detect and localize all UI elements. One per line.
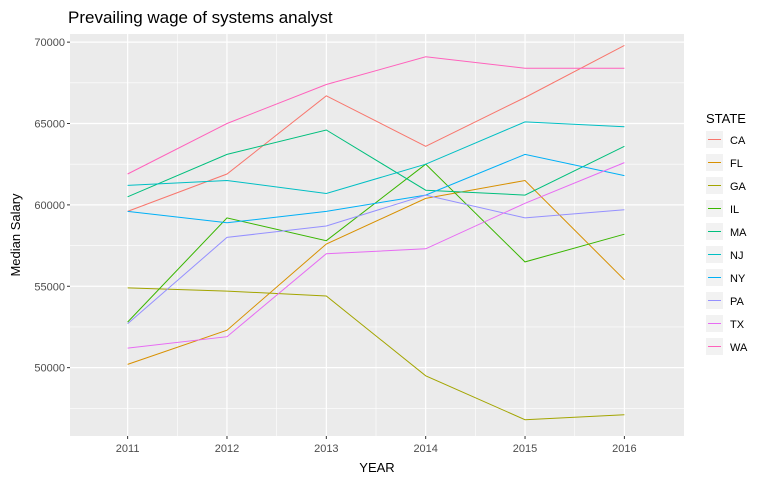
legend-item-il: IL	[706, 200, 739, 217]
legend-label: TX	[730, 319, 745, 331]
series-line-nj	[127, 121, 625, 195]
minor-gridlines	[70, 34, 684, 436]
x-tick-label: 2014	[413, 443, 437, 455]
x-axis: 2011 2012 2013 2014 2015 2016	[116, 436, 637, 455]
legend-label: GA	[730, 181, 747, 193]
legend-label: CA	[730, 135, 746, 147]
series-line-il	[127, 163, 625, 323]
x-tick-label: 2016	[612, 443, 636, 455]
legend-label: MA	[730, 227, 747, 239]
major-gridlines	[70, 34, 684, 436]
series-line-ma	[127, 129, 625, 198]
y-tick-label: 55000	[34, 281, 65, 293]
legend-item-ca: CA	[706, 131, 746, 148]
x-tick-label: 2015	[513, 443, 537, 455]
y-tick-label: 70000	[34, 37, 65, 49]
x-tick-label: 2012	[215, 443, 239, 455]
legend-item-ma: MA	[706, 223, 747, 240]
legend-item-ga: GA	[706, 177, 747, 194]
legend-label: NY	[730, 273, 746, 285]
series-line-tx	[127, 162, 625, 349]
legend: CA FL GA IL MA NJ NY PA TX WA	[706, 131, 748, 355]
legend-item-pa: PA	[706, 292, 745, 309]
chart-title: Prevailing wage of systems analyst	[68, 8, 333, 27]
y-tick-label: 65000	[34, 119, 65, 131]
y-tick-label: 60000	[34, 200, 65, 212]
legend-label: IL	[730, 204, 739, 216]
x-tick-label: 2013	[314, 443, 338, 455]
legend-item-ny: NY	[706, 269, 746, 286]
series-line-wa	[127, 56, 625, 175]
y-axis: 50000 55000 60000 65000 70000	[34, 37, 70, 375]
legend-label: FL	[730, 158, 743, 170]
legend-label: NJ	[730, 250, 743, 262]
x-axis-title: YEAR	[359, 460, 394, 475]
legend-item-nj: NJ	[706, 246, 743, 263]
legend-label: WA	[730, 342, 748, 354]
series-line-ca	[127, 44, 625, 212]
legend-label: PA	[730, 296, 745, 308]
legend-item-fl: FL	[706, 154, 743, 171]
series-line-ny	[127, 153, 625, 224]
x-tick-label: 2011	[116, 443, 140, 455]
legend-item-wa: WA	[706, 338, 748, 355]
series-line-ga	[127, 287, 625, 421]
y-tick-label: 50000	[34, 363, 65, 375]
plot-panel	[70, 34, 684, 436]
series-line-pa	[127, 194, 625, 325]
legend-item-tx: TX	[706, 315, 745, 332]
y-axis-title: Median Salary	[8, 193, 23, 277]
legend-title: STATE	[706, 111, 746, 126]
series-lines	[127, 44, 625, 421]
